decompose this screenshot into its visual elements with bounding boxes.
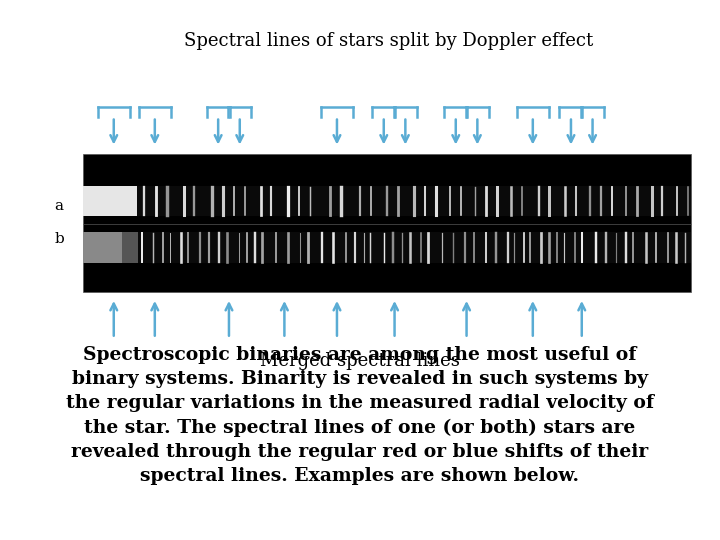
Bar [83, 154, 691, 292]
Bar [122, 232, 138, 262]
Bar [83, 186, 137, 216]
Text: Spectroscopic binaries are among the most useful of
binary systems. Binarity is : Spectroscopic binaries are among the mos… [66, 346, 654, 485]
Text: b: b [54, 232, 64, 246]
Text: Merged spectral lines: Merged spectral lines [260, 352, 460, 370]
Bar [83, 232, 691, 262]
Text: a: a [55, 199, 63, 213]
Text: Spectral lines of stars split by Doppler effect: Spectral lines of stars split by Doppler… [184, 31, 593, 50]
Bar [83, 232, 122, 262]
Bar [83, 186, 691, 216]
